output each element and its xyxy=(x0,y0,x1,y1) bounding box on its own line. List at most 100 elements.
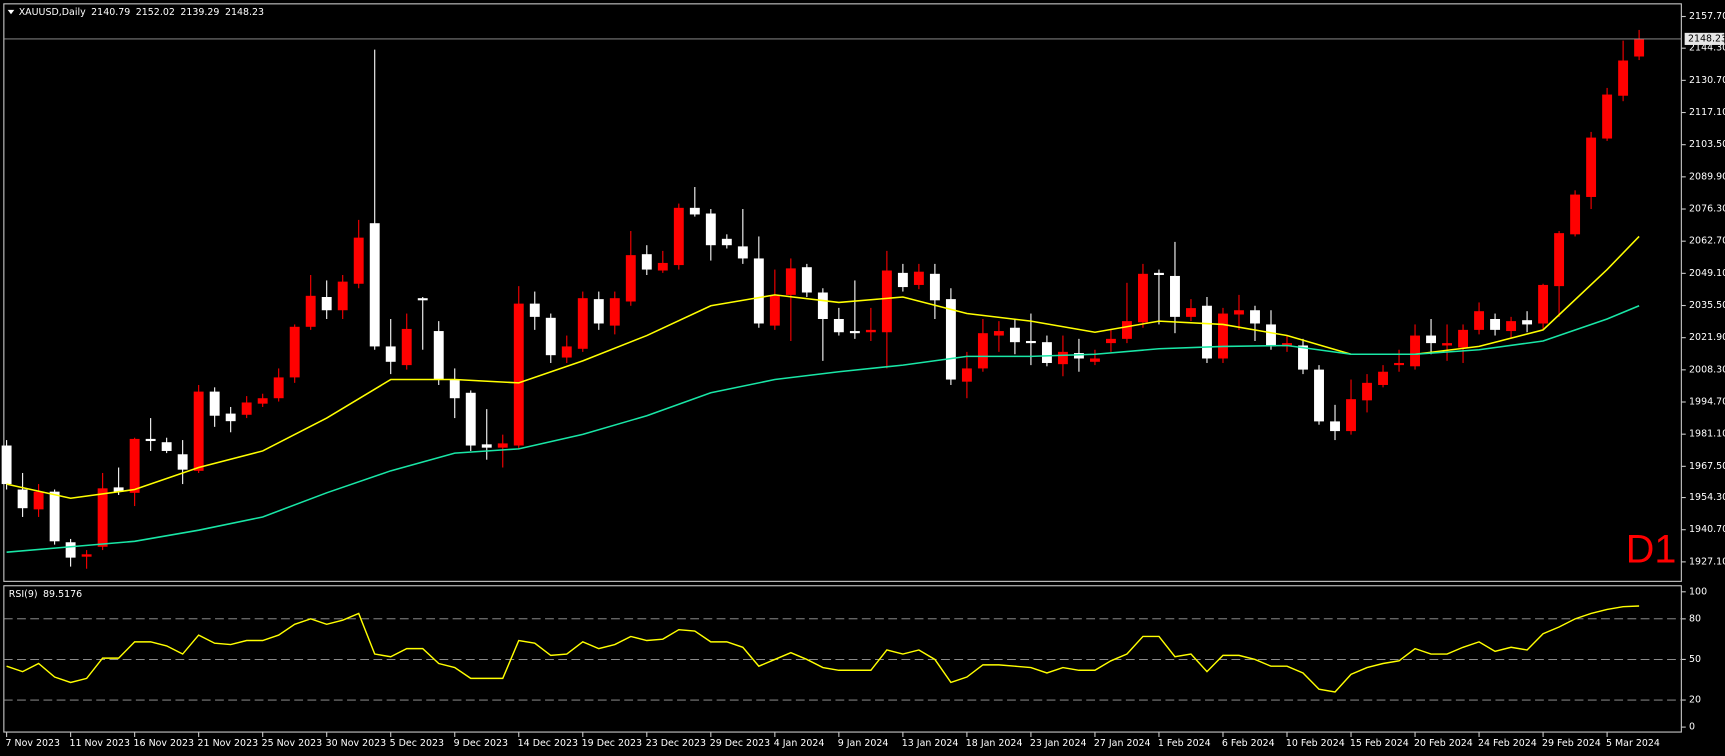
header-close: 2148.23 xyxy=(225,7,264,18)
header-low: 2139.29 xyxy=(180,7,219,18)
x-tick-label: 11 Nov 2023 xyxy=(70,738,131,749)
x-tick-label: 18 Jan 2024 xyxy=(966,738,1023,749)
main-panel-border xyxy=(3,3,1682,582)
candle-body xyxy=(545,317,556,356)
candle-body xyxy=(1314,369,1324,422)
candle-body xyxy=(449,379,460,399)
header: XAUUSD,Daily 2140.79 2152.02 2139.29 2148.23 xyxy=(19,7,264,18)
header-triangle xyxy=(7,9,15,15)
y-tick-label: 2062.70 xyxy=(1689,236,1725,247)
candle-body xyxy=(33,491,44,510)
y-tick-label: 2144.30 xyxy=(1689,43,1725,54)
candle-body xyxy=(1378,371,1388,385)
candle-body xyxy=(1250,310,1260,324)
y-tick-label: 2049.10 xyxy=(1689,268,1725,279)
candle-body xyxy=(625,255,636,302)
candle-body xyxy=(897,272,908,288)
candle-body xyxy=(81,554,92,557)
candle-body xyxy=(993,331,1004,336)
x-tick-label: 23 Jan 2024 xyxy=(1030,738,1087,749)
candle-body xyxy=(1073,353,1084,359)
candle-body xyxy=(737,246,748,259)
y-tick-label: 2008.30 xyxy=(1689,364,1725,375)
x-tick-label: 4 Jan 2024 xyxy=(774,738,825,749)
candle-body xyxy=(1506,321,1517,332)
candle-body xyxy=(849,331,860,334)
candle-body xyxy=(193,391,204,471)
candle-body xyxy=(481,444,492,448)
rsi-line xyxy=(6,605,1640,693)
candle-body xyxy=(1522,320,1533,325)
x-tick-label: 10 Feb 2024 xyxy=(1286,738,1345,749)
y-tick-label: 2157.70 xyxy=(1689,11,1725,22)
candle-body xyxy=(289,326,300,378)
candle-body xyxy=(673,207,684,266)
candle-body xyxy=(1426,335,1436,344)
x-tick-label: 29 Feb 2024 xyxy=(1542,738,1601,749)
candle-body xyxy=(1570,194,1581,235)
candle-body xyxy=(1025,340,1036,344)
candle-body xyxy=(1394,362,1404,366)
y-tick-label: 0 xyxy=(1689,722,1695,733)
x-tick-label: 6 Feb 2024 xyxy=(1222,738,1275,749)
y-tick-label: 20 xyxy=(1689,695,1701,706)
candle-body xyxy=(1410,335,1420,367)
candle-body xyxy=(49,491,60,542)
candle-body xyxy=(177,454,188,470)
candle-body xyxy=(369,223,380,347)
x-tick-label: 20 Feb 2024 xyxy=(1414,738,1473,749)
symbol-title: XAUUSD,Daily xyxy=(19,7,86,18)
candle-body xyxy=(1234,310,1244,315)
y-tick-label: 2089.90 xyxy=(1689,171,1725,182)
y-tick-label: 2076.30 xyxy=(1689,204,1725,215)
last-price-box xyxy=(1684,32,1725,45)
candle-body xyxy=(1057,351,1068,365)
candle-body xyxy=(1105,338,1116,344)
x-tick-label: 21 Nov 2023 xyxy=(198,738,259,749)
x-tick-label: 29 Dec 2023 xyxy=(710,738,770,749)
candle-body xyxy=(1041,342,1052,363)
candle-body xyxy=(305,295,316,327)
candle-body xyxy=(465,392,476,446)
candle-body xyxy=(1634,38,1645,57)
x-tick-label: 16 Nov 2023 xyxy=(134,738,195,749)
rsi-title: RSI(9) xyxy=(9,589,38,600)
candle-body xyxy=(913,271,924,285)
y-tick-label: 2035.50 xyxy=(1689,300,1725,311)
candle-body xyxy=(417,298,428,301)
x-tick-label: 13 Jan 2024 xyxy=(902,738,959,749)
candle-body xyxy=(961,368,972,382)
candle-body xyxy=(721,238,732,246)
x-tick-label: 9 Dec 2023 xyxy=(454,738,508,749)
y-tick-label: 80 xyxy=(1689,613,1701,624)
candle-body xyxy=(1218,313,1228,359)
candle-body xyxy=(225,413,236,422)
candle-body xyxy=(1602,94,1613,139)
candle-body xyxy=(865,329,876,333)
x-tick-label: 9 Jan 2024 xyxy=(838,738,889,749)
candle-body xyxy=(433,331,444,380)
y-tick-label: 1967.50 xyxy=(1689,461,1725,472)
x-tick-label: 27 Jan 2024 xyxy=(1094,738,1151,749)
candle-body xyxy=(129,438,140,493)
candle-body xyxy=(1202,305,1212,359)
candle-body xyxy=(385,346,396,362)
candle-body xyxy=(1474,311,1485,330)
candle-body xyxy=(1089,358,1100,362)
candle-body xyxy=(1538,284,1549,324)
candle-body xyxy=(753,258,764,324)
y-tick-label: 100 xyxy=(1689,586,1707,597)
candle-body xyxy=(561,346,572,358)
candle-body xyxy=(1009,327,1020,343)
candle-body xyxy=(977,333,988,369)
y-tick-label: 1994.70 xyxy=(1689,397,1725,408)
x-tick-label: 25 Nov 2023 xyxy=(262,738,323,749)
candle-body xyxy=(1122,321,1132,339)
x-tick-label: 14 Dec 2023 xyxy=(518,738,578,749)
candle-body xyxy=(1138,273,1148,323)
candle-body xyxy=(1,445,12,485)
y-tick-label: 1940.70 xyxy=(1689,524,1725,535)
